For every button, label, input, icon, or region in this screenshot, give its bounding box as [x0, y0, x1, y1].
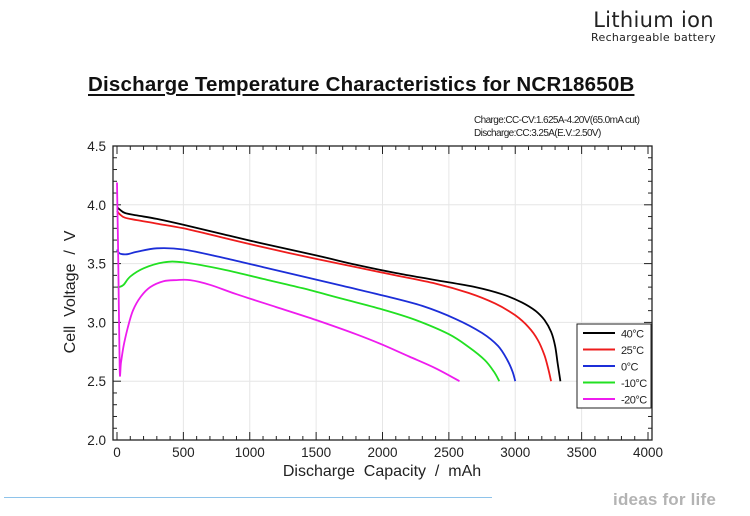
- test-conditions: Charge:CC-CV:1.625A-4.20V(65.0mA cut) Di…: [474, 115, 640, 140]
- footer-divider: [4, 497, 492, 498]
- y-tick-label: 2.0: [87, 433, 106, 448]
- y-tick-label: 2.5: [87, 374, 106, 389]
- x-tick-label: 2500: [434, 445, 464, 460]
- discharge-condition: Discharge:CC:3.25A(E.V.:2.50V): [474, 127, 601, 139]
- plot-frame: [112, 145, 653, 441]
- footer-tagline: ideas for life: [613, 490, 716, 509]
- legend-label: 25°C: [621, 345, 644, 357]
- charge-condition: Charge:CC-CV:1.625A-4.20V(65.0mA cut): [474, 115, 640, 126]
- brand-subtitle: Rechargeable battery: [591, 31, 716, 44]
- chart-title: Discharge Temperature Characteristics fo…: [88, 73, 635, 96]
- series-lines: [116, 182, 562, 382]
- series-line-0C: [116, 247, 517, 382]
- legend-label: 0°C: [621, 362, 639, 374]
- x-tick-label: 0: [113, 445, 121, 460]
- x-tick-label: 2000: [367, 445, 397, 460]
- series-line--10C: [116, 260, 501, 382]
- y-tick-label: 4.5: [87, 139, 106, 154]
- brand-logo: Lithium ion Rechargeable battery: [591, 8, 716, 44]
- legend-label: 40°C: [621, 329, 644, 341]
- y-tick-labels: 2.0 2.5 3.0 3.5 4.0 4.5: [87, 139, 106, 448]
- series-line-40C: [116, 206, 562, 382]
- x-tick-label: 1000: [235, 445, 265, 460]
- x-tick-label: 1500: [301, 445, 331, 460]
- legend-label: -20°C: [621, 395, 647, 407]
- series-line--20C: [116, 182, 460, 382]
- x-tick-label: 3500: [567, 445, 597, 460]
- x-axis-label: Discharge Capacity / mAh: [283, 463, 481, 480]
- x-tick-label: 3000: [500, 445, 530, 460]
- series-line-25C: [116, 210, 552, 382]
- x-tick-labels: 0 500 1000 1500 2000 2500 3000 3500 4000: [113, 445, 663, 460]
- grid-lines: [113, 146, 652, 440]
- brand-title: Lithium ion: [593, 8, 714, 32]
- x-tick-label: 4000: [633, 445, 663, 460]
- y-axis-label: Cell Voltage / V: [62, 230, 79, 353]
- y-tick-label: 3.0: [87, 315, 106, 330]
- legend-label: -10°C: [621, 378, 647, 390]
- y-tick-label: 4.0: [87, 198, 106, 213]
- legend: 40°C 25°C 0°C -10°C -20°C: [576, 323, 652, 409]
- x-tick-label: 500: [172, 445, 195, 460]
- y-tick-label: 3.5: [87, 257, 106, 272]
